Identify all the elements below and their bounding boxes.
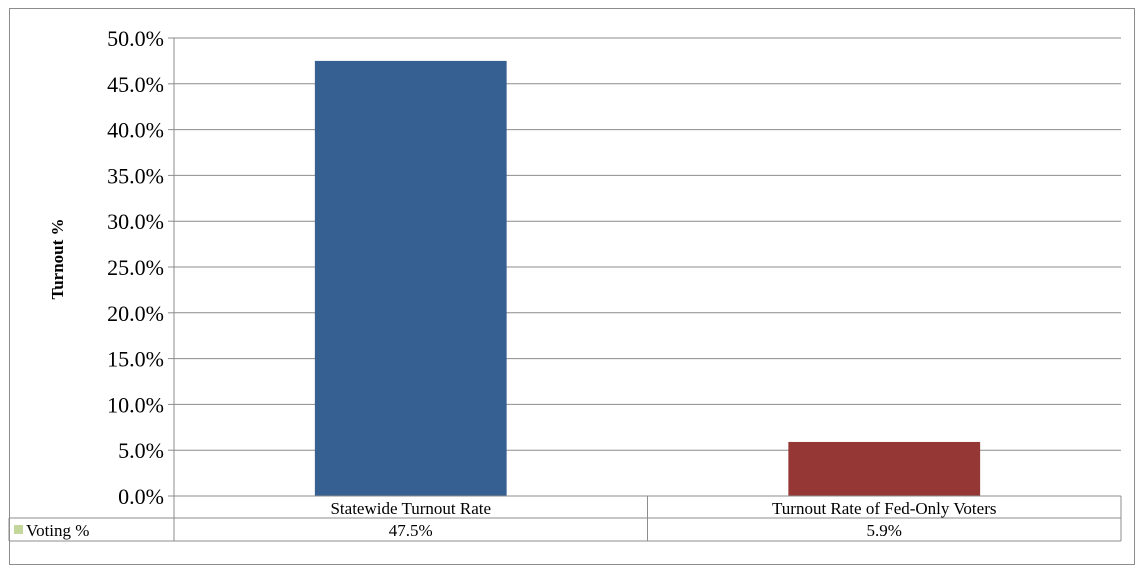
data-label: 47.5% <box>389 521 433 540</box>
data-table: Statewide Turnout Rate 47.5% Turnout Rate … <box>8 495 1122 542</box>
y-tick-label: 20.0% <box>107 301 164 326</box>
gridlines <box>168 37 1121 497</box>
legend-key <box>14 525 23 534</box>
y-tick-label: 35.0% <box>107 163 164 188</box>
y-axis-title: Turnout % <box>48 218 67 299</box>
y-tick-label: 5.0% <box>118 438 164 463</box>
y-tick-label: 40.0% <box>107 118 164 143</box>
y-tick-label: 25.0% <box>107 255 164 280</box>
y-tick-label: 15.0% <box>107 347 164 372</box>
y-axis-ticks: 0.0% 5.0% 10.0% 15.0% 20.0% 25.0% 30.0% 35.0% 40… <box>107 26 164 509</box>
category-label: Turnout Rate of Fed-Only Voters <box>772 499 996 518</box>
bar <box>314 60 507 497</box>
y-tick-label: 45.0% <box>107 72 164 97</box>
y-tick-label: 30.0% <box>107 209 164 234</box>
data-label: 5.9% <box>867 521 902 540</box>
bar <box>788 441 981 496</box>
bars <box>314 60 981 497</box>
category-label: Statewide Turnout Rate <box>330 499 491 518</box>
y-tick-label: 0.0% <box>118 484 164 509</box>
legend-label: Voting % <box>26 521 89 540</box>
y-tick-label: 10.0% <box>107 392 164 417</box>
y-tick-label: 50.0% <box>107 26 164 51</box>
